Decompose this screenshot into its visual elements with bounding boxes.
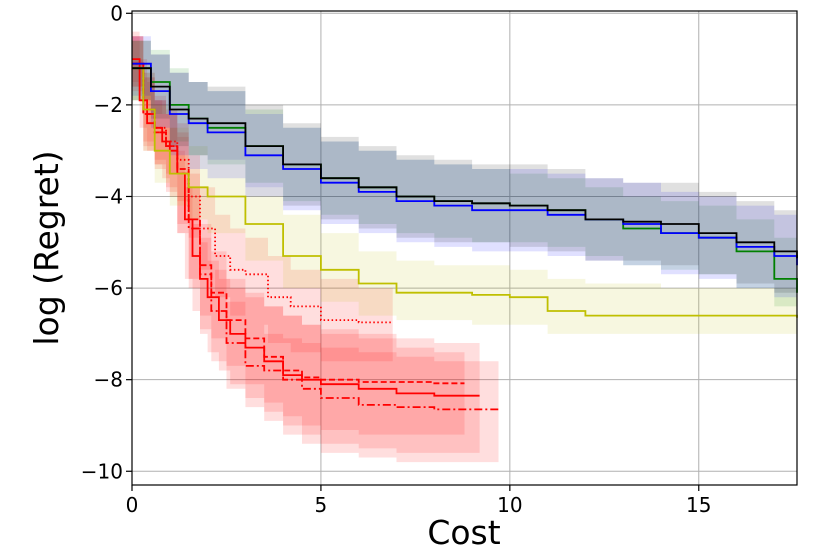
- series-line-black: [132, 67, 798, 259]
- y-tick-label: −6: [94, 276, 123, 300]
- y-tick-label: −2: [94, 93, 123, 117]
- band-green: [132, 40, 797, 312]
- y-tick-label: −8: [94, 368, 123, 392]
- y-tick-label: −4: [94, 184, 123, 208]
- band-blue: [132, 36, 797, 307]
- series-line-yellow: [132, 67, 798, 318]
- x-tick-label: 15: [686, 493, 711, 517]
- band-red-solid: [132, 31, 480, 453]
- plot-frame: [131, 10, 798, 486]
- y-tick-label: 0: [110, 1, 123, 25]
- x-tick-label: 5: [315, 493, 328, 517]
- y-axis-title: log (Regret): [27, 150, 66, 345]
- x-tick-label: 10: [497, 493, 522, 517]
- confidence-bands: [132, 31, 797, 463]
- band-red-dashed: [132, 36, 465, 435]
- series-lines: [132, 58, 798, 411]
- band-red-dashdot: [132, 36, 499, 463]
- axis-ticks: 0 5 10 15 0 −2 −4 −6 −8 −10: [81, 1, 712, 517]
- y-tick-label: −10: [81, 459, 123, 483]
- band-yellow: [132, 40, 797, 334]
- band-black: [132, 40, 797, 298]
- series-line-red-dotted: [132, 62, 393, 324]
- series-line-blue: [132, 62, 798, 266]
- series-line-red-dashdot: [132, 62, 499, 411]
- x-tick-label: 0: [126, 493, 139, 517]
- band-red-dotted: [132, 36, 393, 366]
- x-axis-title: Cost: [427, 513, 500, 552]
